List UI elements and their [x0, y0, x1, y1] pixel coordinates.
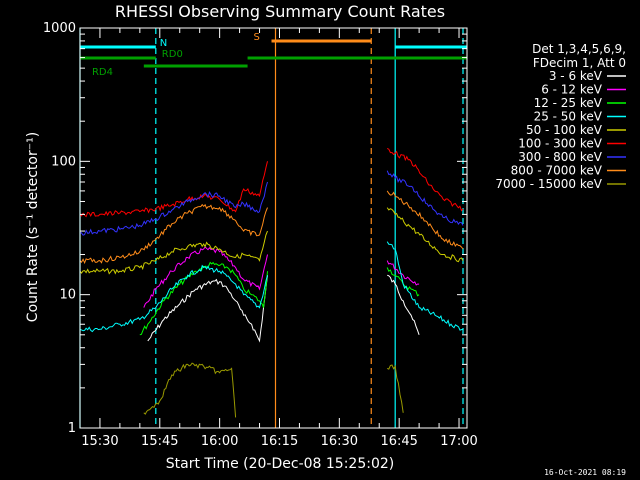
y-tick-label: 10	[59, 288, 76, 303]
series-50-100-kev-line-1	[386, 207, 464, 263]
legend-label-300-800-kev: 300 - 800 keV	[518, 150, 602, 164]
series-6-12-kev-line-1	[386, 260, 420, 286]
legend-label-25-50-kev: 25 - 50 keV	[534, 110, 603, 124]
legend-label-100-300-kev: 100 - 300 keV	[518, 137, 602, 151]
series-3-6-kev-line-1	[387, 274, 420, 335]
legend-label-6-12-kev: 6 - 12 keV	[541, 83, 603, 97]
legend-label-7000-15000-kev: 7000 - 15000 keV	[495, 177, 602, 191]
legend-header-line-2: FDecim 1, Att 0	[533, 56, 626, 70]
series-300-800-kev-line-1	[386, 170, 464, 226]
flag-s-label: S	[254, 32, 260, 43]
y-tick-label: 1000	[43, 21, 76, 36]
series-300-800-kev-line-0	[79, 181, 268, 236]
x-tick-label: 15:45	[141, 434, 178, 449]
x-tick-label: 16:15	[261, 434, 298, 449]
flag-rd4-label: RD4	[92, 67, 113, 78]
series-100-300-kev-line-0	[79, 161, 268, 218]
x-tick-label: 16:45	[380, 434, 417, 449]
x-tick-label: 16:00	[201, 434, 238, 449]
y-tick-label: 1	[68, 421, 76, 436]
legend-label-50-100-kev: 50 - 100 keV	[526, 123, 603, 137]
axes: 1 10 100 1000 15:30 15:45 16:00 16:15 16:30 16:45…	[43, 21, 478, 449]
flag-rd0-label: RD0	[162, 49, 183, 60]
series-3-6-kev-line-0	[147, 275, 268, 343]
x-tick-label: 15:30	[81, 434, 118, 449]
chart-title: RHESSI Observing Summary Count Rates	[115, 2, 445, 21]
legend-label-12-25-kev: 12 - 25 keV	[534, 96, 603, 110]
series-800-7000-kev-line-1	[386, 190, 464, 250]
series-7000-15000-kev-line-1	[386, 364, 404, 413]
legend-label-3-6-kev: 3 - 6 keV	[549, 69, 603, 83]
series-50-100-kev-line-0	[79, 230, 268, 275]
x-axis-label: Start Time (20-Dec-08 15:25:02)	[166, 456, 394, 472]
series-7000-15000-kev-line-0	[143, 362, 237, 418]
x-tick-label: 16:30	[321, 434, 358, 449]
y-axis-label: Count Rate (s⁻¹ detector⁻¹)	[25, 132, 41, 322]
y-tick-label: 100	[51, 154, 76, 169]
plot-frame	[79, 27, 468, 429]
series-800-7000-kev-line-0	[79, 203, 268, 265]
legend: Det 1,3,4,5,6,9, FDecim 1, Att 0 3 - 6 k…	[495, 42, 626, 191]
footer-timestamp: 16-Oct-2021 08:19	[544, 468, 626, 477]
series-100-300-kev-line-1	[386, 147, 464, 212]
series-25-50-kev-line-0	[79, 264, 268, 333]
legend-label-800-7000-kev: 800 - 7000 keV	[511, 164, 603, 178]
series-25-50-kev-line-1	[386, 241, 464, 331]
legend-header-line-1: Det 1,3,4,5,6,9,	[532, 42, 626, 56]
flag-n-label: N	[160, 38, 167, 49]
x-tick-label: 17:00	[440, 434, 477, 449]
